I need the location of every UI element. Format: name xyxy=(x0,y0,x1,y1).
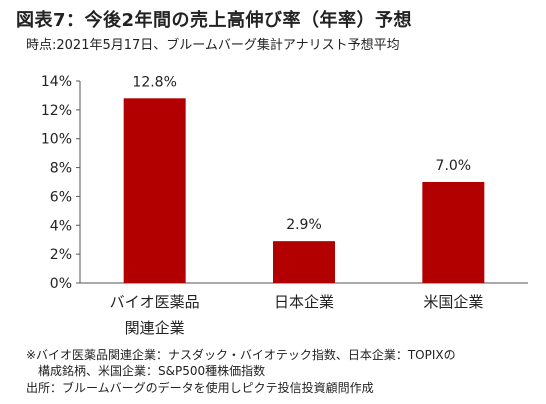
y-tick-label: 14% xyxy=(41,74,72,90)
source-note: 出所：ブルームバーグのデータを使用しピクテ投信投資顧問作成 xyxy=(26,381,374,395)
y-tick-label: 8% xyxy=(50,161,72,177)
y-tick-label: 6% xyxy=(50,189,72,205)
y-tick-label: 10% xyxy=(41,132,72,148)
y-tick-label: 4% xyxy=(50,218,72,234)
data-label: 7.0% xyxy=(436,158,472,174)
data-label: 2.9% xyxy=(286,217,322,233)
y-tick-label: 2% xyxy=(50,247,72,263)
y-tick-label: 12% xyxy=(41,103,72,119)
y-tick-label: 0% xyxy=(50,276,72,292)
bar xyxy=(422,182,485,283)
footnote-line-2: 構成銘柄、米国企業：S&P500種株価指数 xyxy=(38,364,266,378)
category-label: 米国企業 xyxy=(423,293,483,311)
category-label: バイオ医薬品 xyxy=(110,293,200,311)
category-label: 関連企業 xyxy=(125,319,185,337)
chart-subtitle: 時点:2021年5月17日、ブルームバーグ集計アナリスト予想平均 xyxy=(26,38,400,53)
bar xyxy=(273,241,335,283)
bar xyxy=(123,98,186,283)
footnote-line-1: ※バイオ医薬品関連企業：ナスダック・バイオテック指数、日本企業：TOPIXの xyxy=(26,348,456,362)
data-label: 12.8% xyxy=(132,74,176,90)
chart-title: 図表7：今後2年間の売上高伸び率（年率）予想 xyxy=(16,10,413,31)
category-label: 日本企業 xyxy=(274,293,334,311)
